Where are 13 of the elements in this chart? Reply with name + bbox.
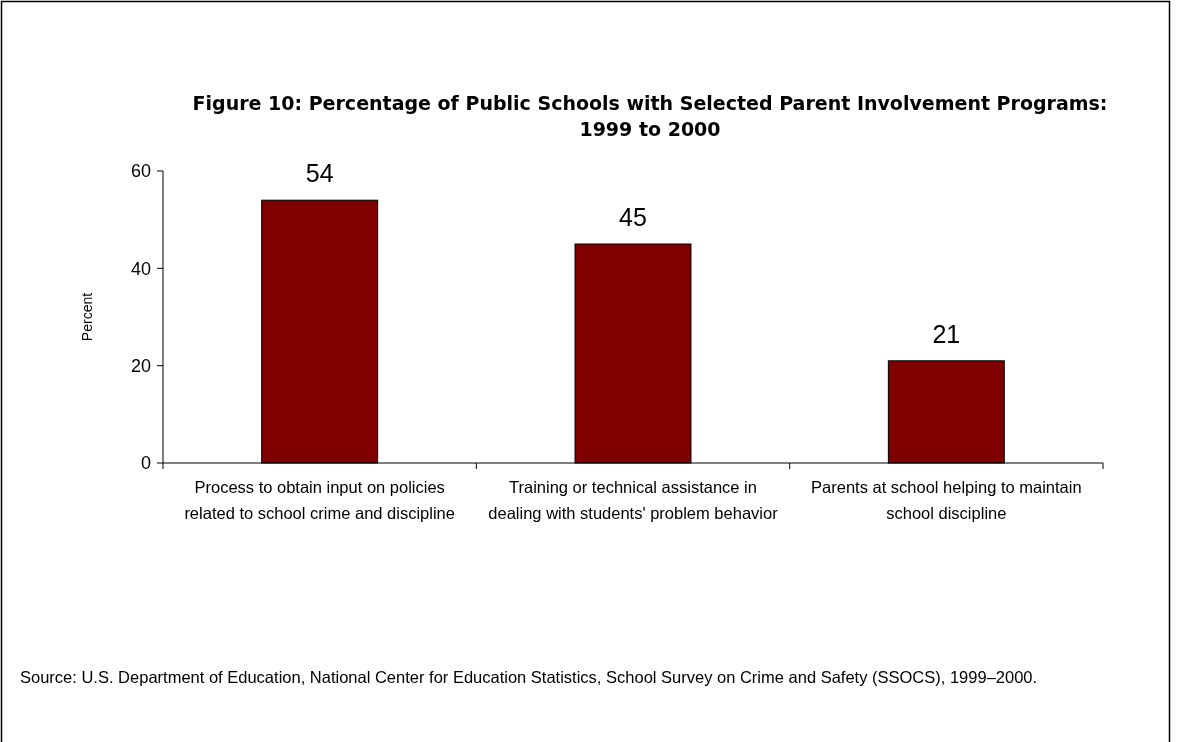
x-tick-label: Training or technical assistance in dealing with students' problem behavior	[488, 478, 779, 522]
chart-title: Figure 10: Percentage of Public Schools with Selected Parent Involvement Programs: 1999 to 2000	[192, 92, 1108, 140]
data-label: 21	[932, 319, 961, 348]
y-tick-label: 60	[130, 161, 151, 182]
x-tick-label: Parents at school helping to maintain school discipline	[811, 478, 1082, 522]
y-tick-label: 40	[130, 258, 151, 279]
y-tick-label: 0	[140, 453, 151, 474]
source-note: Source: U.S. Department of Education, National Center for Education Statistics, School Survey on Crime and Safety (SSOCS), 1999–2000.	[20, 668, 1038, 686]
y-axis-title: Percent	[79, 292, 95, 342]
data-label: 54	[305, 159, 334, 188]
y-tick-label: 20	[130, 355, 151, 376]
x-tick-label: Process to obtain input on policies related to school crime and discipline	[184, 478, 455, 522]
data-label: 45	[619, 203, 647, 231]
